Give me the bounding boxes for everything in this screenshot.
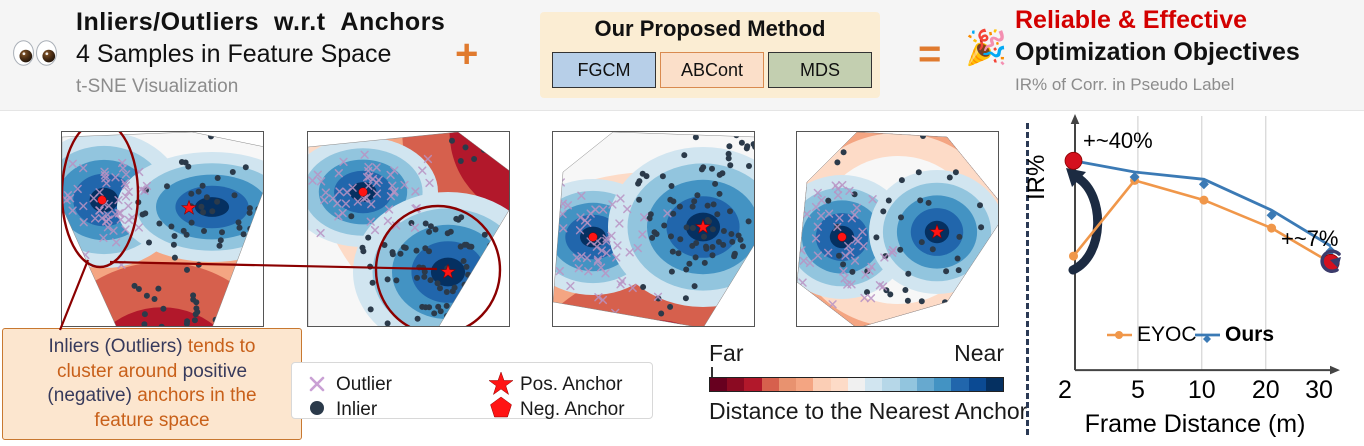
svg-text:Frame Distance (m): Frame Distance (m) [1085,410,1306,438]
svg-text:+~40%: +~40% [1083,128,1153,153]
svg-text:20: 20 [1252,376,1280,404]
svg-text:30: 30 [1305,376,1333,404]
svg-text:Ours: Ours [1225,323,1274,346]
svg-text:+~7%: +~7% [1281,226,1339,251]
svg-text:IR%: IR% [1023,155,1050,200]
svg-text:10: 10 [1188,376,1216,404]
svg-text:EYOC: EYOC [1137,323,1197,346]
svg-text:5: 5 [1131,376,1145,404]
svg-text:2: 2 [1058,376,1072,404]
